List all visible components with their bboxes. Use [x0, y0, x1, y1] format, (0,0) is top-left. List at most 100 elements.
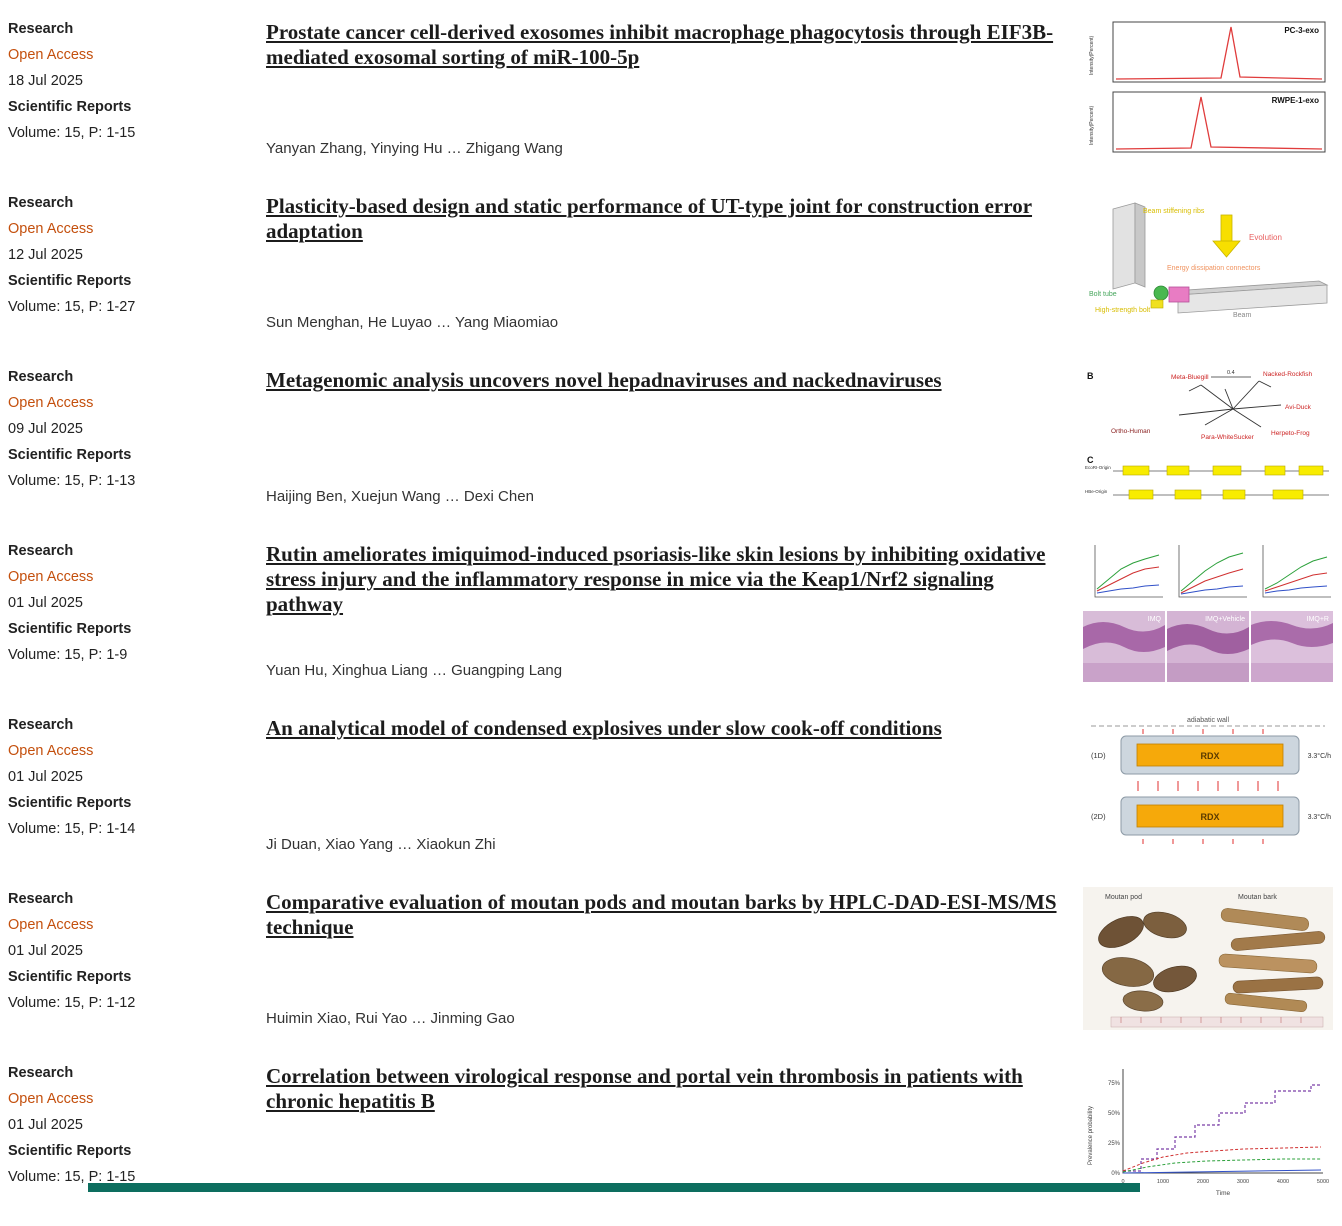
histology-panels: [1083, 611, 1333, 682]
taxon-avi-duck: Avi-Duck: [1285, 404, 1312, 411]
article-title-link[interactable]: Plasticity-based design and static perfo…: [266, 194, 1033, 243]
article-title: Comparative evaluation of moutan pods an…: [266, 890, 1058, 940]
article-title: Prostate cancer cell-derived exosomes in…: [266, 20, 1058, 70]
journal-name: Scientific Reports: [8, 795, 132, 811]
histology-label-imq-r: IMQ+R: [1307, 616, 1329, 623]
journal-name: Scientific Reports: [8, 1143, 132, 1159]
article-title-link[interactable]: Comparative evaluation of moutan pods an…: [266, 890, 1057, 939]
y-tick-50: 50%: [1108, 1111, 1121, 1117]
article-date: 01 Jul 2025: [8, 1117, 83, 1133]
thumb-panel-label-bottom: RWPE-1-exo: [1272, 96, 1320, 105]
thumb-label-high-strength-bolt: High-strength bolt: [1095, 307, 1150, 314]
article-authors: Ji Duan, Xiao Yang … Xiaokun Zhi: [266, 836, 496, 853]
thumb-y-axis-label-bottom: Intensity(Percent): [1089, 105, 1095, 145]
beam-front-face: [1177, 284, 1328, 314]
article-authors: Yanyan Zhang, Yinying Hu … Zhigang Wang: [266, 140, 563, 157]
article-date: 01 Jul 2025: [8, 769, 83, 785]
bottom-banner: [88, 1183, 1140, 1192]
genome-row1-genes: [1122, 465, 1324, 476]
volume-pages: Volume: 15, P: 1-14: [8, 821, 136, 837]
article-thumbnail[interactable]: Moutan pod Moutan bark: [1083, 887, 1333, 1030]
y-tick-0: 0%: [1111, 1171, 1120, 1177]
heating-ticks-bottom: [1142, 839, 1264, 844]
plot-panel-bottom: [1112, 91, 1326, 153]
rdx-label-2d: RDX: [1200, 812, 1219, 822]
article-list-item: Research Open Access 18 Jul 2025 Scienti…: [0, 8, 1342, 182]
article-thumbnail[interactable]: Prevalence probability 75% 50% 25% 0% 0 …: [1083, 1061, 1333, 1204]
evolution-arrow-head: [1212, 240, 1241, 258]
article-date: 18 Jul 2025: [8, 73, 83, 89]
article-list-item: Research Open Access 01 Jul 2025 Scienti…: [0, 878, 1342, 1052]
article-list-item: Research Open Access 01 Jul 2025 Scienti…: [0, 530, 1342, 704]
green-curve: [1122, 1158, 1321, 1173]
volume-pages: Volume: 15, P: 1-15: [8, 1169, 136, 1185]
rate-label-1d: 3.3°C/h: [1308, 752, 1332, 760]
article-title-link[interactable]: Rutin ameliorates imiquimod-induced psor…: [266, 542, 1046, 616]
article-list-item: Research Open Access 01 Jul 2025 Scienti…: [0, 1052, 1342, 1226]
genome-row2-genes: [1128, 489, 1304, 500]
article-thumbnail[interactable]: PC-3-exo Intensity(Percent) RWPE-1-exo I…: [1083, 17, 1333, 160]
thumb-y-axis-label-top: Intensity(Percent): [1089, 35, 1095, 75]
open-access-label: Open Access: [8, 743, 94, 759]
article-type-label: Research: [8, 1065, 74, 1081]
moutan-barks: [1218, 908, 1326, 1013]
article-thumbnail[interactable]: adiabatic wall RDX (1D) 3.3°C/h: [1083, 713, 1333, 856]
thumbnail-prevalence-plot: Prevalence probability 75% 50% 25% 0% 0 …: [1088, 1069, 1329, 1197]
evolution-arrow-shaft: [1220, 214, 1233, 243]
article-authors: Haijing Ben, Xuejun Wang … Dexi Chen: [266, 488, 534, 505]
open-access-label: Open Access: [8, 395, 94, 411]
article-title-link[interactable]: An analytical model of condensed explosi…: [266, 716, 942, 740]
connector-shape: [1168, 286, 1190, 303]
article-thumbnail[interactable]: Beam stiffening ribs Evolution Energy di…: [1083, 191, 1333, 334]
taxon-para-whitesucker: Para-WhiteSucker: [1201, 434, 1255, 441]
taxon-ortho-human: Ortho-Human: [1111, 428, 1151, 435]
journal-name: Scientific Reports: [8, 447, 132, 463]
volume-pages: Volume: 15, P: 1-15: [8, 125, 136, 141]
rdx-label-1d: RDX: [1200, 751, 1219, 761]
genome-row2-label: HBe-Origin: [1085, 489, 1108, 494]
thumbnail-joint-diagram: Beam stiffening ribs Evolution Energy di…: [1089, 202, 1329, 319]
article-meta: Research Open Access 12 Jul 2025 Scienti…: [8, 190, 260, 320]
heating-ticks-middle: [1137, 781, 1279, 791]
article-date: 12 Jul 2025: [8, 247, 83, 263]
journal-name: Scientific Reports: [8, 969, 132, 985]
article-type-label: Research: [8, 195, 74, 211]
column-front-face: [1112, 202, 1136, 290]
red-curve-bottom: [1115, 96, 1323, 150]
moutan-pod-label: Moutan pod: [1105, 894, 1142, 901]
article-thumbnail[interactable]: B 0.4 Meta-Bluegill Nacked-Rockfish Avi-…: [1083, 365, 1333, 508]
thumbnail-moutan-photo: Moutan pod Moutan bark: [1083, 887, 1333, 1030]
article-thumbnail[interactable]: IMQ IMQ+Vehicle IMQ+R: [1083, 539, 1333, 682]
article-meta: Research Open Access 18 Jul 2025 Scienti…: [8, 16, 260, 146]
article-authors: Sun Menghan, He Luyao … Yang Miaomiao: [266, 314, 559, 331]
article-title-link[interactable]: Correlation between virological response…: [266, 1064, 1023, 1113]
taxon-meta-bluegill: Meta-Bluegill: [1171, 374, 1209, 381]
histology-label-imq-vehicle: IMQ+Vehicle: [1205, 616, 1245, 623]
rdx-block-2d: [1136, 804, 1284, 828]
article-meta: Research Open Access 01 Jul 2025 Scienti…: [8, 1060, 260, 1190]
article-title-link[interactable]: Prostate cancer cell-derived exosomes in…: [266, 20, 1054, 69]
heating-ticks-1d: [1142, 729, 1264, 734]
article-title-link[interactable]: Metagenomic analysis uncovers novel hepa…: [266, 368, 942, 392]
article-title: Rutin ameliorates imiquimod-induced psor…: [266, 542, 1058, 617]
column-side-face: [1134, 202, 1146, 288]
thumb-label-connectors: Energy dissipation connectors: [1167, 265, 1261, 272]
journal-name: Scientific Reports: [8, 273, 132, 289]
article-type-label: Research: [8, 543, 74, 559]
thumb-label-evolution: Evolution: [1249, 233, 1282, 242]
panel-b-label: B: [1087, 371, 1094, 381]
x-tick-2000: 2000: [1197, 1179, 1209, 1185]
volume-pages: Volume: 15, P: 1-27: [8, 299, 136, 315]
open-access-label: Open Access: [8, 1091, 94, 1107]
article-list-item: Research Open Access 01 Jul 2025 Scienti…: [0, 704, 1342, 878]
thumbnail-phylogenetic-tree: B 0.4 Meta-Bluegill Nacked-Rockfish Avi-…: [1085, 370, 1329, 500]
article-list-item: Research Open Access 12 Jul 2025 Scienti…: [0, 182, 1342, 356]
article-type-label: Research: [8, 891, 74, 907]
x-tick-4000: 4000: [1277, 1179, 1289, 1185]
open-access-label: Open Access: [8, 221, 94, 237]
x-tick-5000: 5000: [1317, 1179, 1329, 1185]
moutan-bark-label: Moutan bark: [1238, 894, 1277, 901]
red-curve-top: [1115, 26, 1323, 80]
article-authors: Yuan Hu, Xinghua Liang … Guangping Lang: [266, 662, 563, 679]
x-tick-3000: 3000: [1237, 1179, 1249, 1185]
